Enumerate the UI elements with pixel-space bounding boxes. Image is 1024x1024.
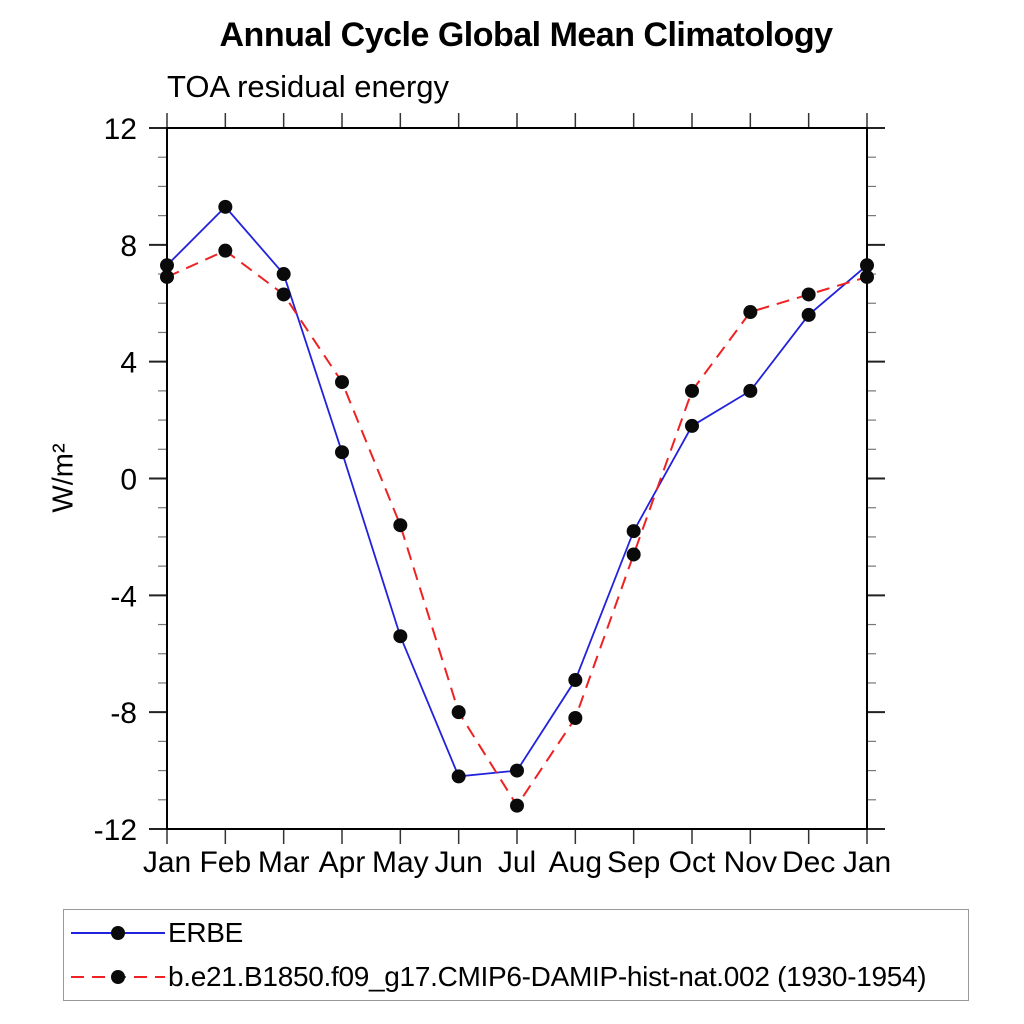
- data-point: [801, 307, 816, 322]
- x-tick-label: Sep: [607, 846, 660, 879]
- y-tick-label: 8: [120, 230, 137, 263]
- data-point: [860, 258, 874, 273]
- x-tick-label: May: [372, 846, 429, 879]
- data-point: [335, 375, 349, 390]
- data-point: [743, 383, 758, 398]
- data-point: [626, 524, 641, 539]
- y-tick-label: -8: [110, 697, 137, 730]
- y-tick-label: -4: [110, 580, 137, 613]
- series-line-1: [166, 249, 868, 808]
- axis-frame: [166, 127, 868, 830]
- x-tick-label: Jul: [498, 846, 536, 879]
- data-point: [218, 199, 233, 214]
- y-tick-label: 12: [104, 113, 137, 146]
- data-point: [685, 418, 699, 433]
- data-point: [393, 629, 408, 644]
- data-point: [568, 711, 583, 726]
- data-point: [626, 547, 641, 562]
- chart-title: Annual Cycle Global Mean Climatology: [219, 16, 834, 54]
- data-point: [743, 305, 758, 320]
- data-point: [451, 769, 466, 784]
- x-tick-label: Aug: [549, 846, 602, 879]
- data-point: [276, 267, 291, 282]
- x-tick-label: Jun: [434, 846, 482, 879]
- data-point: [860, 269, 874, 284]
- data-point: [568, 673, 583, 688]
- chart-subtitle: TOA residual energy: [167, 69, 450, 104]
- x-tick-label: Apr: [319, 846, 366, 879]
- data-point: [218, 243, 233, 258]
- x-tick-label: Jan: [843, 846, 891, 879]
- data-point: [801, 287, 816, 302]
- legend-line-sample-solid: [71, 925, 165, 940]
- x-tick-label: Jan: [143, 846, 191, 879]
- data-point: [276, 287, 291, 302]
- data-point: [335, 445, 349, 460]
- legend-label-model: b.e21.B1850.f09_g17.CMIP6-DAMIP-hist-nat…: [168, 961, 927, 993]
- data-point: [393, 518, 408, 533]
- x-tick-label: Nov: [724, 846, 777, 879]
- data-point: [510, 798, 524, 813]
- legend-marker-icon: [111, 970, 125, 985]
- legend-item-erbe: ERBE: [68, 911, 968, 955]
- x-tick-label: Dec: [782, 846, 835, 879]
- data-point: [160, 269, 174, 284]
- data-point: [160, 258, 174, 273]
- legend-marker-icon: [111, 925, 125, 940]
- x-tick-label: Mar: [258, 846, 310, 879]
- x-tick-label: Feb: [199, 846, 251, 879]
- data-point: [685, 383, 699, 398]
- series-line-0: [166, 205, 868, 778]
- legend-box: ERBE b.e21.B1850.f09_g17.CMIP6-DAMIP-his…: [63, 909, 969, 1001]
- legend-label-erbe: ERBE: [168, 916, 244, 948]
- y-tick-label: 4: [120, 347, 137, 380]
- y-tick-label: -12: [94, 814, 137, 847]
- legend-item-model: b.e21.B1850.f09_g17.CMIP6-DAMIP-hist-nat…: [68, 955, 968, 999]
- y-tick-label: 0: [120, 464, 137, 497]
- data-point: [510, 763, 524, 778]
- data-point: [451, 705, 466, 720]
- x-tick-label: Oct: [669, 846, 716, 879]
- legend-line-sample-dashed: [71, 970, 165, 985]
